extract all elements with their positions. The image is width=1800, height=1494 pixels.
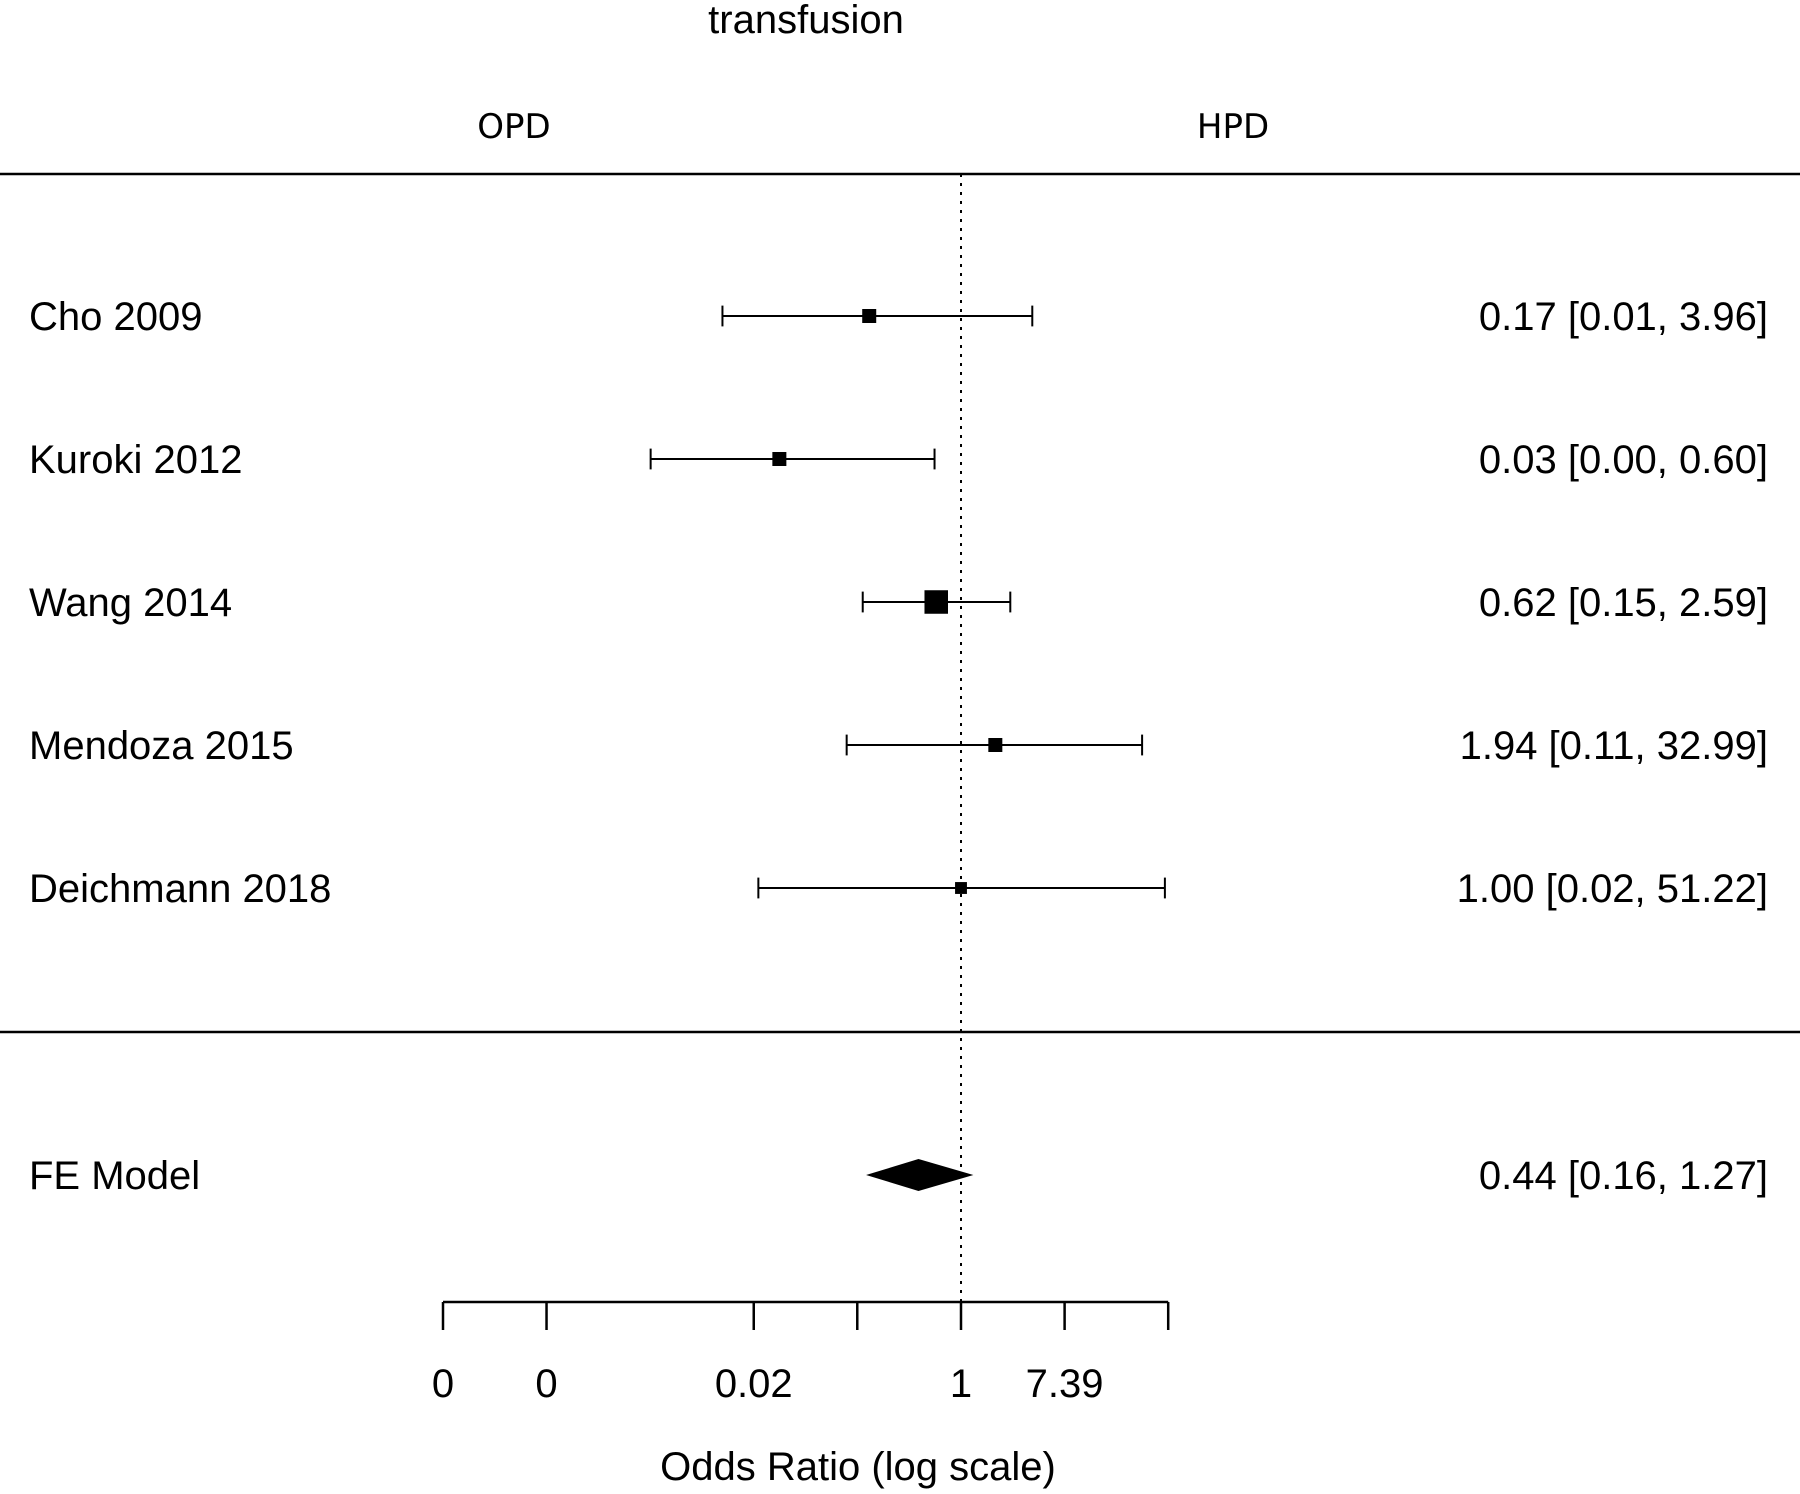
point-estimate [988,738,1003,752]
study-label: Deichmann 2018 [29,867,331,911]
study-estimate-text: 0.62 [0.15, 2.59] [1479,581,1768,625]
left-header-label: OPD [477,107,550,147]
study-label: Cho 2009 [29,295,202,339]
chart-title: transfusion [708,0,904,42]
x-axis-label: Odds Ratio (log scale) [660,1445,1056,1489]
summary-row: FE Model 0.44 [0.16, 1.27] [29,1154,1768,1198]
point-estimate [862,309,877,323]
point-estimate [955,882,967,894]
study-row: Wang 2014 0.62 [0.15, 2.59] [29,581,1768,625]
study-estimate-text: 1.00 [0.02, 51.22] [1457,867,1768,911]
x-tick-label: 0.02 [715,1362,793,1406]
study-label: Mendoza 2015 [29,724,294,768]
x-tick-label: 0 [535,1362,557,1406]
x-tick-label: 7.39 [1026,1362,1104,1406]
summary-estimate-text: 0.44 [0.16, 1.27] [1479,1154,1768,1198]
point-estimate [924,590,948,614]
point-estimate [772,452,787,466]
study-row: Cho 2009 0.17 [0.01, 3.96] [29,295,1768,339]
right-header-label: HPD [1197,107,1269,147]
study-estimate-text: 1.94 [0.11, 32.99] [1460,724,1768,768]
summary-diamond [866,1159,974,1191]
study-row: Mendoza 2015 1.94 [0.11, 32.99] [29,724,1768,768]
study-row: Deichmann 2018 1.00 [0.02, 51.22] [29,867,1768,911]
study-estimate-text: 0.03 [0.00, 0.60] [1479,438,1768,482]
study-label: Kuroki 2012 [29,438,242,482]
summary-label: FE Model [29,1154,200,1198]
study-estimate-text: 0.17 [0.01, 3.96] [1479,295,1768,339]
study-row: Kuroki 2012 0.03 [0.00, 0.60] [29,438,1768,482]
x-tick-label: 1 [950,1362,972,1406]
x-axis: 0 0 0.02 1 7.39 [432,1300,1170,1406]
x-tick-label: 0 [432,1362,454,1406]
study-label: Wang 2014 [29,581,232,625]
